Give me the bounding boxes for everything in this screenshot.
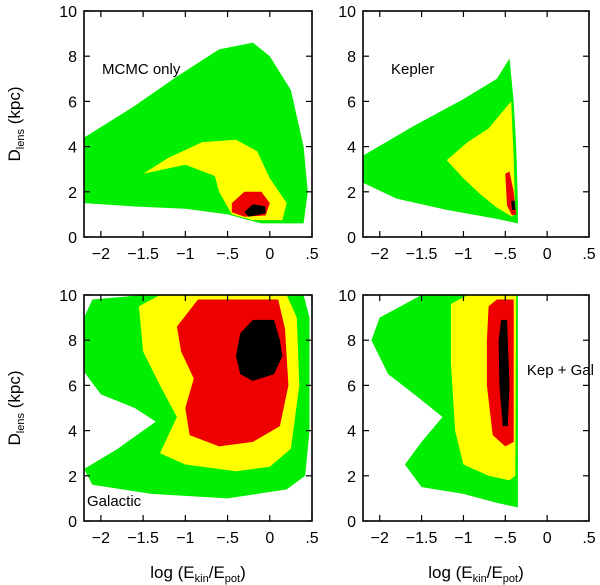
panel-label: Kep + Gal: [527, 362, 594, 379]
panel-3: −2 −1.5 −1 −.5 0 .5 0 2 4 6 8 10 Galactic Dlens (kpc)…: [5, 288, 319, 585]
x-axis-label: log (Ekin/Epot): [150, 563, 246, 585]
x-tick-label: 0: [265, 530, 274, 547]
plot-frame: [362, 294, 590, 522]
y-tick-label: 10: [59, 288, 77, 305]
y-tick-label: 6: [68, 378, 77, 395]
y-axis-label: Dlens (kpc): [5, 87, 27, 162]
y-tick-label: 0: [347, 230, 356, 247]
contour-level-4: [511, 200, 516, 210]
contour-level-2: [446, 101, 516, 217]
x-tick-label: 0: [265, 246, 274, 263]
y-axis-label: Dlens (kpc): [5, 371, 27, 446]
y-tick-label: 4: [68, 424, 77, 441]
y-tick-label: 4: [68, 140, 77, 157]
y-tick-label: 10: [59, 4, 77, 21]
plot-frame: [362, 10, 590, 238]
x-tick-label: −1.5: [406, 246, 438, 263]
x-tick-label: −2: [371, 246, 389, 263]
y-tick-label: 0: [68, 230, 77, 247]
x-axis-label: log (Ekin/Epot): [428, 563, 524, 585]
y-tick-label: 2: [68, 469, 77, 486]
x-tick-label: −.5: [494, 530, 517, 547]
y-tick-label: 0: [347, 514, 356, 531]
y-tick-label: 2: [347, 185, 356, 202]
x-tick-label: −1.5: [127, 530, 159, 547]
panel-label: MCMC only: [102, 61, 181, 78]
plot-frame: [83, 10, 313, 238]
x-tick-label: −2: [92, 530, 110, 547]
x-tick-label: 0: [543, 246, 552, 263]
plot-frame: [83, 294, 313, 522]
x-tick-label: .5: [305, 246, 318, 263]
contour-level-4: [244, 204, 266, 217]
x-tick-label: −.5: [216, 530, 239, 547]
x-tick-label: 0: [543, 530, 552, 547]
x-tick-label: −1: [176, 530, 194, 547]
y-tick-label: 6: [68, 94, 77, 111]
x-tick-label: −1: [454, 530, 472, 547]
y-tick-label: 8: [347, 333, 356, 350]
y-tick-label: 4: [347, 140, 356, 157]
y-tick-label: 6: [347, 94, 356, 111]
y-tick-label: 10: [338, 288, 356, 305]
y-tick-label: 6: [347, 378, 356, 395]
x-tick-label: −1: [454, 246, 472, 263]
y-tick-label: 0: [68, 514, 77, 531]
panel-label: Galactic: [87, 493, 142, 510]
y-tick-label: 8: [68, 49, 77, 66]
x-tick-label: .5: [305, 530, 318, 547]
y-tick-label: 2: [347, 469, 356, 486]
panel-4: −2 −1.5 −1 −.5 0 .5 0 2 4 6 8 10 Kep + Gal log (Ekin/…: [338, 288, 596, 585]
contour-level-4: [498, 319, 510, 427]
x-tick-label: −2: [92, 246, 110, 263]
y-tick-label: 2: [68, 185, 77, 202]
contour-level-4: [236, 319, 283, 381]
x-tick-label: −2: [371, 530, 389, 547]
x-tick-label: .5: [582, 530, 595, 547]
panel-2: −2 −1.5 −1 −.5 0 .5 0 2 4 6 8 10 Kepler: [338, 4, 596, 263]
panel-1: −2 −1.5 −1 −.5 0 .5 0 2 4 6 8 10 MCMC only Dlens (kpc…: [5, 4, 319, 263]
panel-label: Kepler: [391, 61, 434, 78]
x-tick-label: −.5: [494, 246, 517, 263]
y-tick-label: 10: [338, 4, 356, 21]
x-tick-label: −1.5: [127, 246, 159, 263]
x-tick-label: .5: [582, 246, 595, 263]
x-tick-label: −.5: [216, 246, 239, 263]
x-tick-label: −1.5: [406, 530, 438, 547]
y-tick-label: 4: [347, 424, 356, 441]
y-tick-label: 8: [68, 333, 77, 350]
y-tick-label: 8: [347, 49, 356, 66]
x-tick-label: −1: [176, 246, 194, 263]
